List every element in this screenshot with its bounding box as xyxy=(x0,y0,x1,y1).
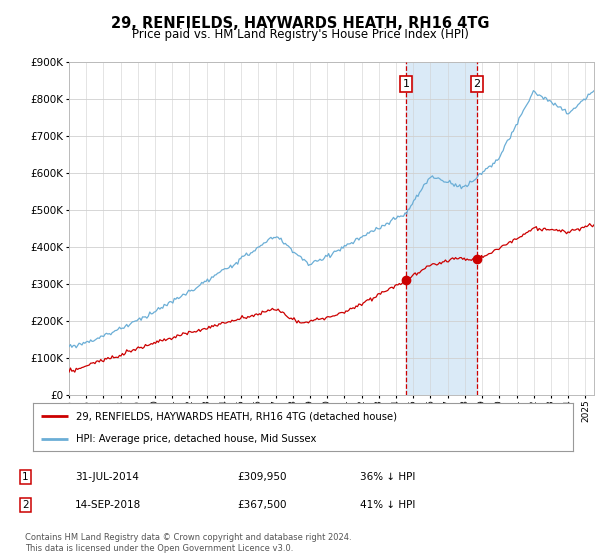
Text: 1: 1 xyxy=(22,472,29,482)
Text: 2: 2 xyxy=(22,500,29,510)
Bar xyxy=(406,62,477,395)
Text: 14-SEP-2018: 14-SEP-2018 xyxy=(75,500,141,510)
Text: 29, RENFIELDS, HAYWARDS HEATH, RH16 4TG (detached house): 29, RENFIELDS, HAYWARDS HEATH, RH16 4TG … xyxy=(76,411,397,421)
Text: HPI: Average price, detached house, Mid Sussex: HPI: Average price, detached house, Mid … xyxy=(76,434,317,444)
Text: 1: 1 xyxy=(403,79,410,89)
Text: Price paid vs. HM Land Registry's House Price Index (HPI): Price paid vs. HM Land Registry's House … xyxy=(131,28,469,41)
Text: 41% ↓ HPI: 41% ↓ HPI xyxy=(360,500,415,510)
Text: 31-JUL-2014: 31-JUL-2014 xyxy=(75,472,139,482)
Text: Contains HM Land Registry data © Crown copyright and database right 2024.
This d: Contains HM Land Registry data © Crown c… xyxy=(25,533,352,553)
Text: 2: 2 xyxy=(473,79,481,89)
Text: 36% ↓ HPI: 36% ↓ HPI xyxy=(360,472,415,482)
Text: £367,500: £367,500 xyxy=(237,500,287,510)
Text: 29, RENFIELDS, HAYWARDS HEATH, RH16 4TG: 29, RENFIELDS, HAYWARDS HEATH, RH16 4TG xyxy=(111,16,489,31)
Text: £309,950: £309,950 xyxy=(237,472,287,482)
